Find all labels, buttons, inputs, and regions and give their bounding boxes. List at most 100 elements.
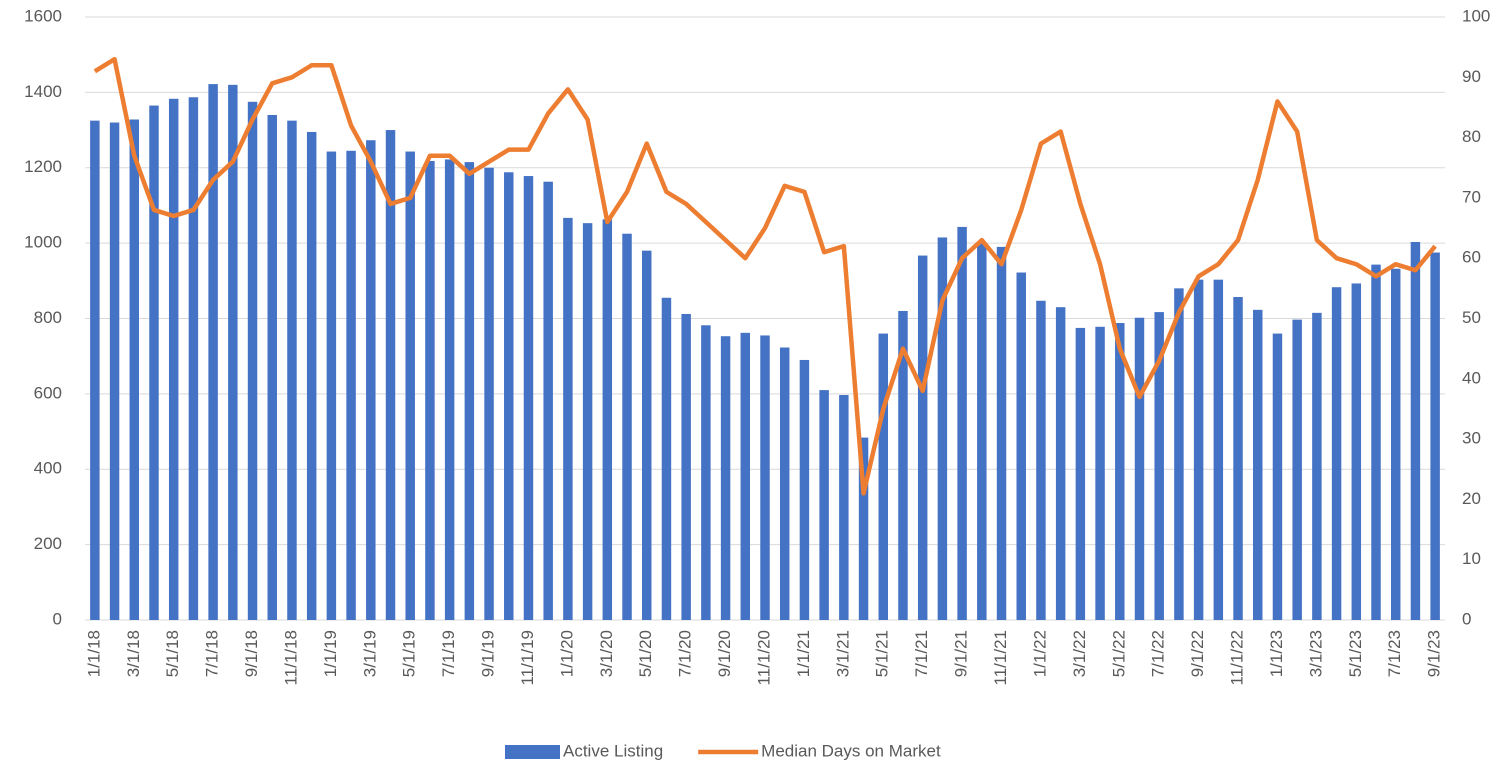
y2-tick-label: 0 [1462, 609, 1471, 628]
y2-tick-label: 50 [1462, 308, 1481, 327]
bar [90, 120, 100, 620]
y2-tick-label: 10 [1462, 549, 1481, 568]
x-tick-label: 7/1/22 [1149, 630, 1168, 677]
legend-label: Median Days on Market [761, 741, 941, 760]
x-tick-label: 9/1/22 [1188, 630, 1207, 677]
bar [1016, 272, 1026, 620]
bar [1134, 317, 1145, 620]
bar [602, 219, 613, 620]
bar [543, 181, 553, 620]
bar [760, 335, 770, 620]
x-tick-label: 7/1/20 [676, 630, 695, 677]
bar [858, 437, 869, 620]
bar [1115, 323, 1125, 620]
x-tick-label: 11/1/18 [281, 630, 300, 685]
bar [1213, 279, 1224, 620]
legend-swatch [505, 745, 560, 759]
bar [839, 395, 849, 620]
bar [1430, 252, 1440, 620]
y2-tick-label: 90 [1462, 67, 1481, 86]
bar [1410, 241, 1421, 620]
y2-tick-label: 80 [1462, 127, 1481, 146]
y2-tick-label: 30 [1462, 429, 1481, 448]
bar [819, 390, 829, 620]
x-tick-label: 1/1/18 [84, 630, 103, 677]
x-tick-label: 11/1/22 [1228, 630, 1247, 685]
bar [740, 332, 751, 620]
y-tick-label: 200 [34, 534, 62, 553]
bar [247, 101, 258, 620]
bar [1253, 309, 1263, 620]
bar [306, 131, 317, 620]
bar [188, 97, 199, 621]
bar [977, 243, 987, 620]
bar [1193, 279, 1204, 620]
y-tick-label: 1600 [24, 6, 62, 25]
x-tick-label: 3/1/20 [597, 630, 616, 677]
x-tick-label: 1/1/20 [557, 630, 576, 677]
line [93, 56, 1437, 496]
bar [425, 160, 435, 620]
x-tick-label: 1/1/23 [1267, 630, 1286, 677]
bar [504, 172, 514, 620]
bar [523, 176, 534, 620]
bar [346, 150, 356, 620]
x-tick-label: 11/1/19 [518, 630, 537, 685]
x-tick-label: 1/1/21 [794, 630, 813, 677]
y2-tick-label: 40 [1462, 368, 1481, 387]
bar [366, 140, 376, 620]
y-tick-label: 600 [34, 383, 62, 402]
y-tick-label: 1400 [24, 82, 62, 101]
bar [129, 119, 140, 620]
x-tick-label: 5/1/20 [636, 630, 655, 677]
bar [168, 98, 179, 621]
bar [1095, 326, 1105, 620]
x-tick-label: 3/1/23 [1306, 630, 1325, 677]
x-tick-label: 5/1/22 [1109, 630, 1128, 677]
bar [957, 226, 967, 620]
bar [996, 246, 1007, 621]
x-tick-label: 5/1/19 [400, 630, 419, 677]
x-tick-label: 5/1/23 [1346, 630, 1365, 677]
bar [642, 250, 652, 620]
bar [287, 120, 297, 620]
bar [1055, 307, 1066, 620]
bar [1272, 333, 1283, 620]
bar [326, 151, 337, 620]
bar [701, 325, 711, 620]
bar [1390, 268, 1401, 620]
bar [1154, 312, 1164, 620]
bar [898, 310, 908, 620]
x-tick-label: 9/1/23 [1425, 630, 1444, 677]
y-tick-label: 800 [34, 308, 62, 327]
bar [1371, 264, 1381, 620]
x-tick-label: 7/1/19 [439, 630, 458, 677]
y-tick-label: 1000 [24, 233, 62, 252]
y2-tick-label: 20 [1462, 489, 1481, 508]
y2-tick-label: 60 [1462, 248, 1481, 267]
x-tick-label: 11/1/21 [991, 630, 1010, 685]
bar [1174, 288, 1184, 620]
bar [1075, 327, 1086, 620]
x-tick-label: 11/1/20 [754, 630, 773, 685]
bar [563, 217, 573, 620]
bar [622, 233, 632, 620]
bar [1312, 312, 1322, 620]
bar [228, 84, 238, 620]
x-tick-label: 7/1/23 [1385, 630, 1404, 677]
bar [582, 223, 593, 620]
x-tick-label: 1/1/19 [321, 630, 340, 677]
y-tick-label: 0 [53, 609, 62, 628]
x-tick-label: 7/1/18 [203, 630, 222, 677]
bar [444, 159, 455, 621]
bar [464, 162, 475, 621]
x-tick-label: 5/1/18 [163, 630, 182, 677]
bar [1331, 287, 1342, 620]
y-tick-label: 1200 [24, 157, 62, 176]
legend-label: Active Listing [563, 741, 663, 760]
bar [878, 333, 888, 620]
bar [267, 114, 277, 621]
x-tick-label: 3/1/22 [1070, 630, 1089, 677]
x-tick-label: 3/1/18 [124, 630, 143, 677]
